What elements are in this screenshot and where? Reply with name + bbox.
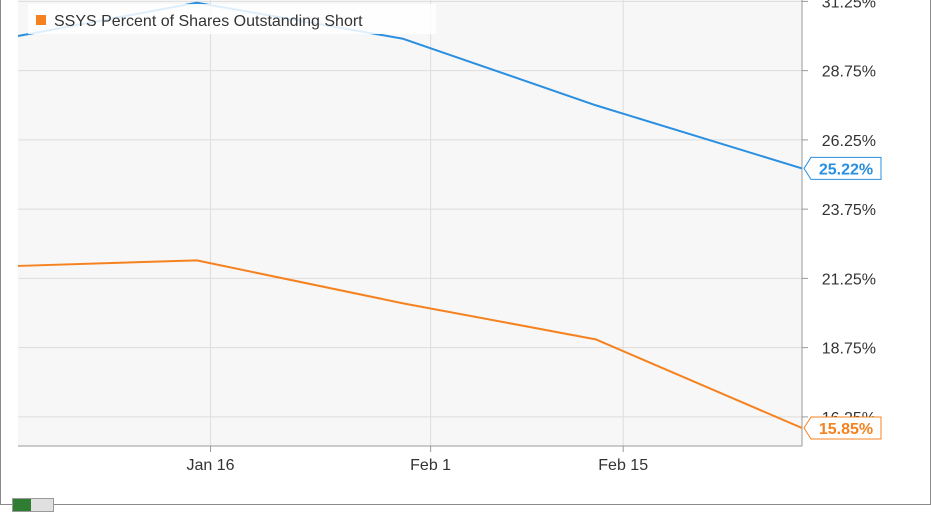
legend: SSYS Percent of Shares Outstanding Short <box>28 4 436 34</box>
y-tick-label: 31.25% <box>822 0 876 11</box>
legend-label-ssys: SSYS Percent of Shares Outstanding Short <box>54 13 363 30</box>
y-tick-label: 18.75% <box>822 341 876 358</box>
x-tick-label: Feb 1 <box>410 457 451 474</box>
series-line-1 <box>17 259 803 429</box>
plot-area <box>18 0 802 446</box>
x-tick-label: Feb 15 <box>598 457 648 474</box>
y-tick-label: 28.75% <box>822 64 876 81</box>
end-label-box <box>803 416 882 440</box>
end-label-box <box>803 156 882 180</box>
legend-swatch-ssys <box>36 15 46 25</box>
x-tick-label: Jan 16 <box>187 457 235 474</box>
grid-lines <box>18 0 802 446</box>
y-tick-label: 21.25% <box>822 271 876 288</box>
end-label-0: 25.22% <box>803 156 882 180</box>
end-label-1: 15.85% <box>803 416 882 440</box>
end-labels: 25.22% 15.85% <box>803 156 882 440</box>
y-axis-ticks: 31.25%28.75%26.25%23.75%21.25%18.75%16.2… <box>802 0 876 427</box>
y-tick-label: 26.25% <box>822 133 876 150</box>
end-label-text: 25.22% <box>819 161 873 178</box>
brand-logo-icon <box>12 498 54 512</box>
y-tick-label: 23.75% <box>822 202 876 219</box>
x-axis-ticks: Jan 16 Feb 1 Feb 15 <box>187 446 648 474</box>
end-label-text: 15.85% <box>819 421 873 438</box>
legend-background <box>28 4 436 34</box>
